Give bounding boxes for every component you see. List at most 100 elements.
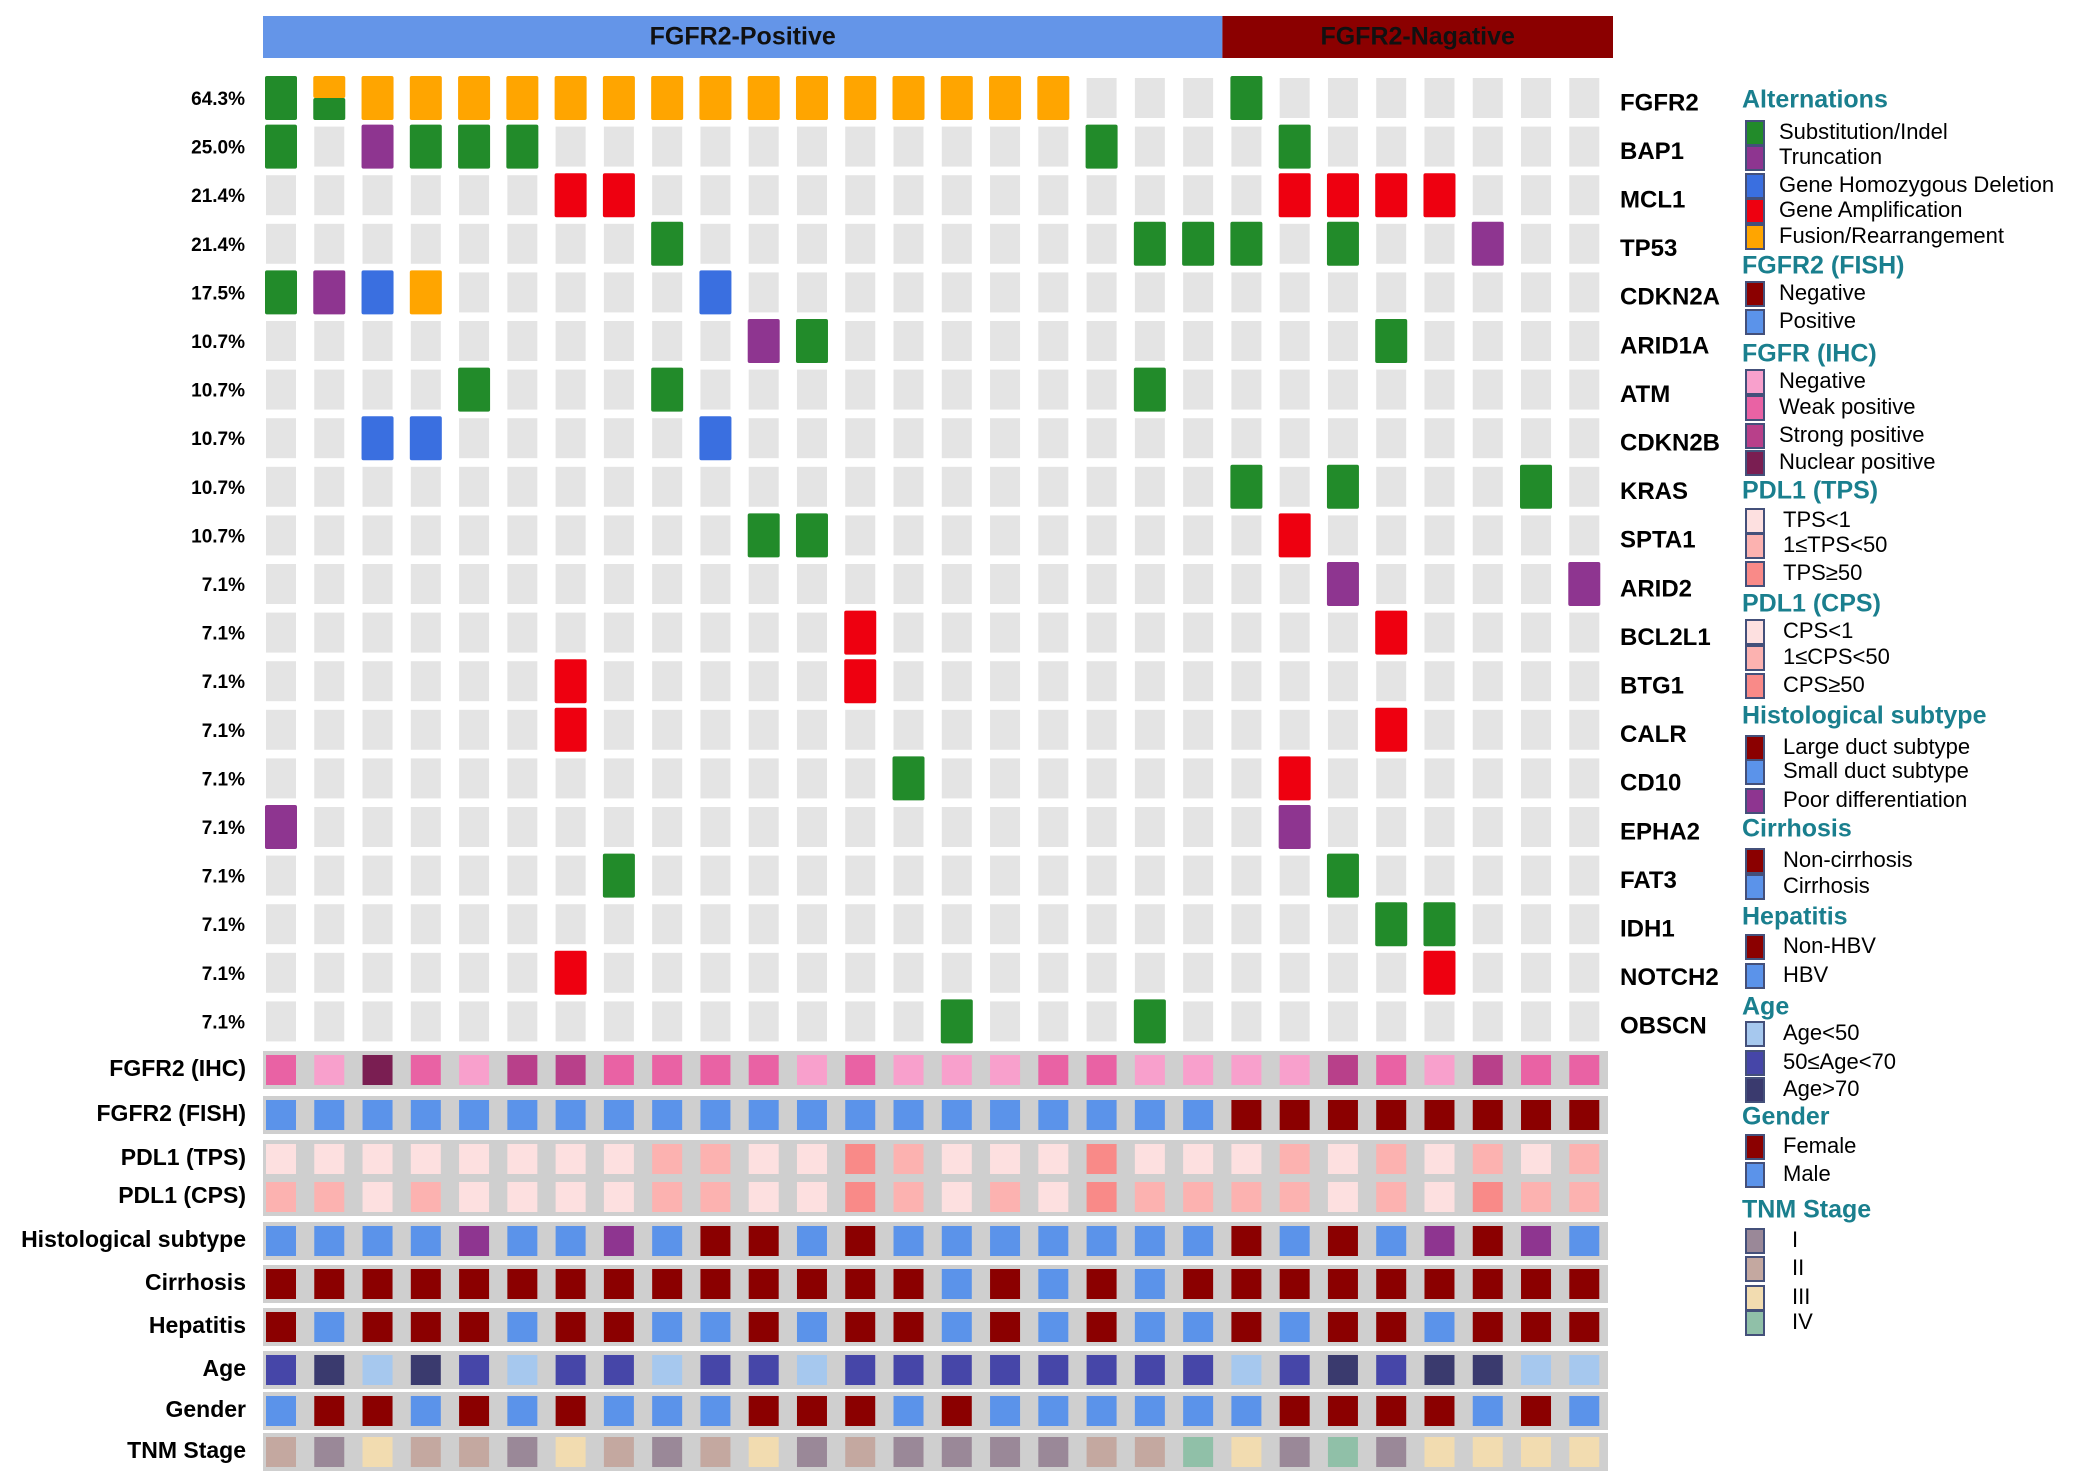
empty-cell	[603, 418, 634, 459]
empty-cell	[555, 807, 586, 847]
alteration-cell-substitution-indel	[602, 853, 635, 898]
track-cell	[1472, 1182, 1503, 1212]
empty-cell	[748, 1001, 779, 1042]
empty-cell	[1424, 466, 1455, 507]
track-cell	[555, 1355, 586, 1385]
empty-cell	[1183, 272, 1214, 313]
empty-cell	[748, 807, 779, 847]
alteration-cell-truncation	[1278, 805, 1311, 849]
empty-cell	[796, 418, 827, 459]
track-cell	[1569, 1355, 1600, 1385]
empty-cell	[1231, 369, 1262, 410]
track-cell	[603, 1055, 634, 1085]
empty-cell	[1279, 709, 1310, 750]
track-cell	[362, 1144, 393, 1174]
legend-item-label: Weak positive	[1779, 394, 1916, 419]
empty-cell	[555, 369, 586, 410]
empty-cell	[1472, 709, 1503, 750]
empty-cell	[893, 223, 924, 264]
empty-cell	[1424, 564, 1455, 604]
empty-cell	[266, 564, 296, 604]
track-cell	[700, 1312, 731, 1342]
legend-item-label: Nuclear positive	[1779, 449, 1936, 474]
empty-cell	[1231, 952, 1262, 993]
track-cell	[266, 1144, 296, 1174]
track-cell	[266, 1437, 296, 1467]
empty-cell	[1376, 126, 1407, 167]
empty-cell	[603, 272, 634, 313]
empty-cell	[1231, 1001, 1262, 1042]
track-cell	[1134, 1144, 1165, 1174]
legend-swatch	[1745, 423, 1765, 449]
track-cell	[410, 1055, 441, 1085]
track-label: Gender	[165, 1396, 246, 1422]
legend-item-label: I	[1792, 1227, 1798, 1252]
legend-item-label: Fusion/Rearrangement	[1779, 223, 2004, 248]
alteration-cell-substitution-indel	[409, 124, 442, 169]
track-cell	[603, 1355, 634, 1385]
track-cell	[941, 1144, 972, 1174]
empty-cell	[1327, 272, 1358, 313]
legend-swatch	[1745, 561, 1765, 587]
empty-cell	[990, 807, 1021, 847]
empty-cell	[459, 175, 490, 216]
track-cell	[555, 1312, 586, 1342]
empty-cell	[1472, 78, 1503, 118]
empty-cell	[1376, 466, 1407, 507]
alteration-cell-fusion-rearrangement	[699, 76, 732, 120]
empty-cell	[1472, 466, 1503, 507]
legend-item-label: Age>70	[1783, 1076, 1859, 1101]
legend-title: Gender	[1742, 1103, 1830, 1131]
track-cell	[1472, 1226, 1503, 1256]
track-cell	[1086, 1144, 1117, 1174]
track-cell	[941, 1437, 972, 1467]
gene-frequency-label: 7.1%	[202, 769, 245, 790]
legend-title: PDL1 (CPS)	[1742, 590, 1881, 618]
empty-cell	[845, 418, 876, 459]
alteration-cell-gene-amplification	[1278, 756, 1311, 801]
track-cell	[1231, 1226, 1262, 1256]
empty-cell	[1038, 321, 1069, 361]
empty-cell	[362, 223, 393, 264]
track-cell	[796, 1355, 827, 1385]
empty-cell	[603, 709, 634, 750]
track-cell	[796, 1055, 827, 1085]
empty-cell	[1569, 321, 1600, 361]
track-cell	[893, 1100, 924, 1130]
empty-cell	[507, 223, 538, 264]
track-cell	[362, 1355, 393, 1385]
empty-cell	[1183, 855, 1214, 896]
empty-cell	[893, 126, 924, 167]
alteration-cell-truncation	[361, 124, 394, 169]
track-cell	[314, 1437, 345, 1467]
alteration-cell-gene-amplification	[844, 610, 877, 655]
track-cell	[362, 1226, 393, 1256]
empty-cell	[1038, 418, 1069, 459]
empty-cell	[1134, 321, 1165, 361]
empty-cell	[1231, 612, 1262, 653]
track-cell	[1086, 1437, 1117, 1467]
gene-frequency-label: 10.7%	[191, 381, 245, 402]
empty-cell	[266, 321, 296, 361]
track-cell	[990, 1312, 1021, 1342]
empty-cell	[1279, 272, 1310, 313]
track-cell	[1376, 1396, 1407, 1426]
alteration-cell-fusion-rearrangement	[844, 76, 877, 120]
empty-cell	[990, 612, 1021, 653]
track-cell	[362, 1100, 393, 1130]
empty-cell	[1376, 661, 1407, 702]
empty-cell	[314, 564, 345, 604]
legend-swatch	[1745, 145, 1765, 171]
track-label: PDL1 (CPS)	[118, 1182, 246, 1208]
track-cell	[1183, 1055, 1214, 1085]
empty-cell	[410, 175, 441, 216]
empty-cell	[893, 515, 924, 556]
track-cell	[893, 1182, 924, 1212]
track-cell	[700, 1355, 731, 1385]
alteration-cell-fusion-rearrangement	[651, 76, 684, 120]
gene-frequency-label: 7.1%	[202, 721, 245, 742]
empty-cell	[1424, 78, 1455, 118]
empty-cell	[941, 564, 972, 604]
track-cell	[1038, 1396, 1069, 1426]
track-cell	[845, 1437, 876, 1467]
